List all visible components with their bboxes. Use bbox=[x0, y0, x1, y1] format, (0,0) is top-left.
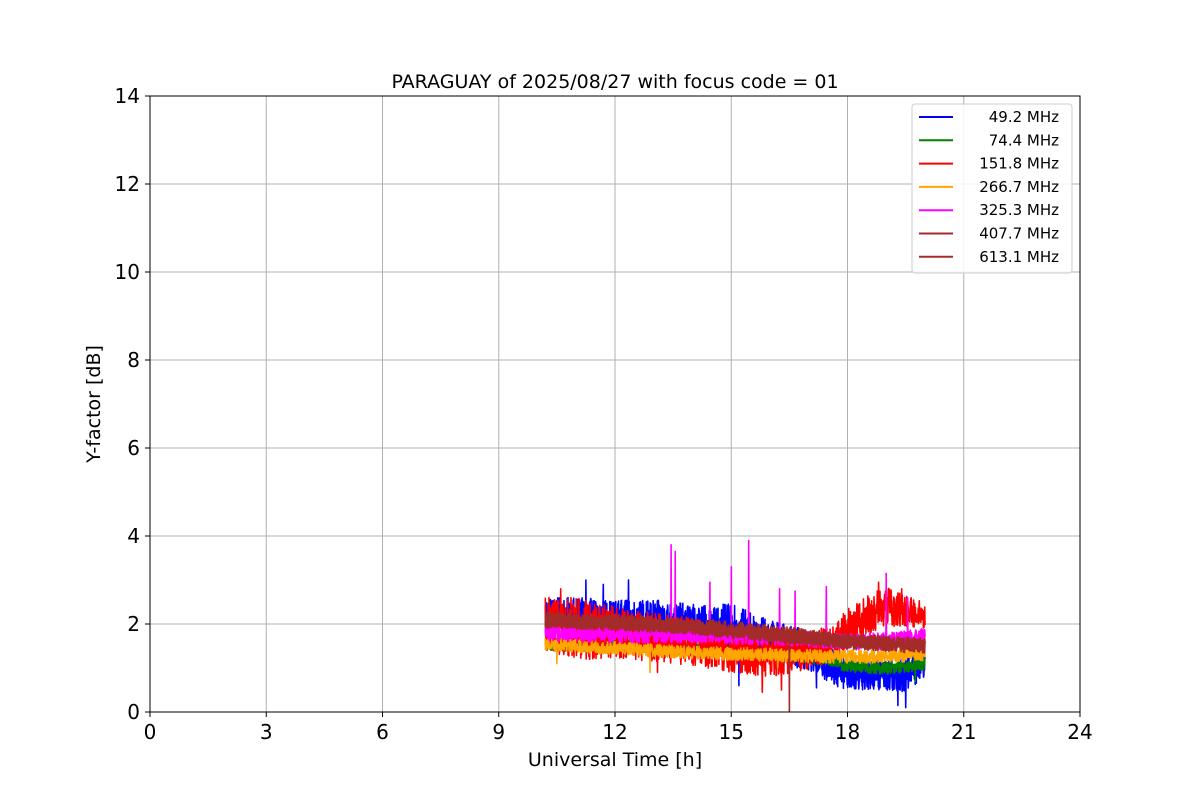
legend-label: 325.3 MHz bbox=[979, 201, 1059, 219]
legend-label: 407.7 MHz bbox=[979, 225, 1059, 243]
x-tick-label: 15 bbox=[719, 720, 744, 744]
y-axis-label: Y-factor [dB] bbox=[83, 345, 105, 464]
y-tick-label: 8 bbox=[127, 348, 140, 372]
y-tick-label: 4 bbox=[127, 524, 140, 548]
chart-title: PARAGUAY of 2025/08/27 with focus code =… bbox=[391, 71, 838, 93]
legend-label: 151.8 MHz bbox=[979, 155, 1059, 173]
x-tick-label: 24 bbox=[1067, 720, 1092, 744]
y-tick-label: 6 bbox=[127, 436, 140, 460]
x-tick-label: 0 bbox=[144, 720, 157, 744]
series-line bbox=[544, 614, 926, 653]
legend-label: 49.2 MHz bbox=[989, 108, 1059, 126]
legend-box bbox=[911, 103, 1073, 274]
series-line bbox=[544, 637, 926, 674]
x-axis-label: Universal Time [h] bbox=[528, 749, 702, 771]
x-tick-label: 21 bbox=[951, 720, 976, 744]
x-tick-label: 3 bbox=[260, 720, 273, 744]
legend-label: 266.7 MHz bbox=[979, 178, 1059, 196]
data-series bbox=[544, 539, 926, 712]
x-tick-label: 18 bbox=[835, 720, 860, 744]
legend: 49.2 MHz 74.4 MHz 151.8 MHz 266.7 MHz 32… bbox=[911, 103, 1073, 274]
x-tick-label: 9 bbox=[492, 720, 505, 744]
y-tick-label: 2 bbox=[127, 612, 140, 636]
x-tick-label: 12 bbox=[602, 720, 627, 744]
legend-label: 74.4 MHz bbox=[989, 131, 1059, 149]
legend-label: 613.1 MHz bbox=[979, 248, 1059, 266]
y-tick-label: 12 bbox=[115, 172, 140, 196]
y-tick-label: 14 bbox=[115, 84, 140, 108]
x-tick-label: 6 bbox=[376, 720, 389, 744]
y-tick-label: 0 bbox=[127, 700, 140, 724]
y-tick-label: 10 bbox=[115, 260, 140, 284]
